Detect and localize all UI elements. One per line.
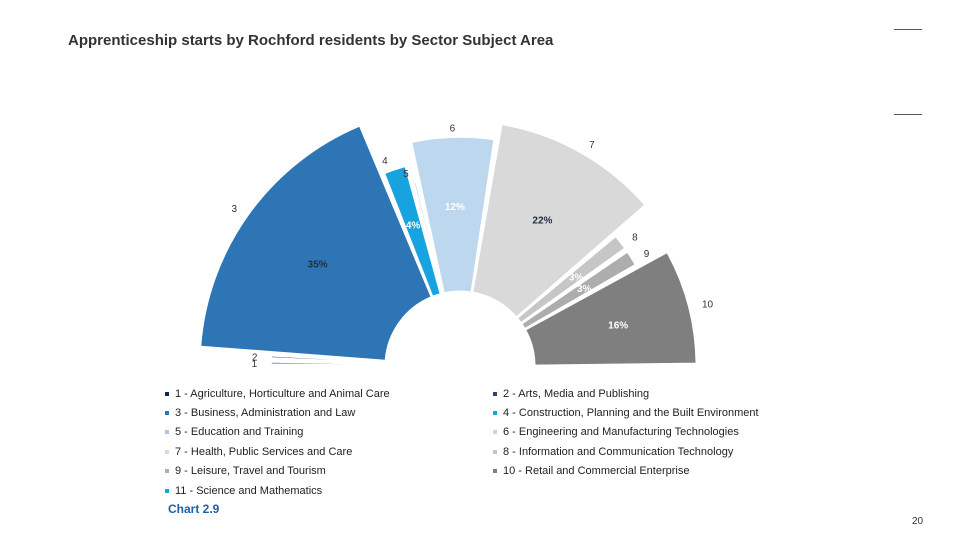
data-label-8: 3% xyxy=(569,272,584,283)
header-divider-top xyxy=(894,29,922,30)
chart-caption: Chart 2.9 xyxy=(168,502,220,516)
slice-4 xyxy=(384,165,441,297)
legend-label: 11 - Science and Mathematics xyxy=(175,484,323,497)
page-number: 20 xyxy=(912,516,924,527)
legend-swatch xyxy=(493,391,497,396)
legend-item-4: 4 - Construction, Planning and the Built… xyxy=(493,405,793,420)
legend-swatch xyxy=(165,411,169,416)
data-label-4: 4% xyxy=(406,221,421,232)
legend-swatch xyxy=(493,469,497,474)
slice-7 xyxy=(472,124,646,318)
legend-label: 2 - Arts, Media and Publishing xyxy=(503,387,650,400)
legend-swatch xyxy=(165,430,169,435)
category-label-5: 5 xyxy=(403,169,409,180)
legend-label: 8 - Information and Communication Techno… xyxy=(503,445,734,458)
header-divider-bottom xyxy=(894,114,922,115)
legend-swatch xyxy=(165,449,169,454)
data-label-10: 16% xyxy=(608,321,628,332)
slice-6 xyxy=(411,136,495,294)
legend-item-10: 10 - Retail and Commercial Enterprise xyxy=(493,464,793,479)
category-label-10: 10 xyxy=(702,300,714,311)
category-label-8: 8 xyxy=(632,232,638,243)
data-label-7: 22% xyxy=(532,216,552,227)
legend-swatch xyxy=(493,430,497,435)
slice-10 xyxy=(525,251,697,366)
category-label-2: 2 xyxy=(252,352,258,363)
legend-label: 1 - Agriculture, Horticulture and Animal… xyxy=(175,387,390,400)
page-title: Apprenticeship starts by Rochford reside… xyxy=(68,32,554,49)
slice-2 xyxy=(270,355,386,364)
slice-5 xyxy=(413,181,444,294)
legend-label: 5 - Education and Training xyxy=(175,426,304,439)
legend-label: 4 - Construction, Planning and the Built… xyxy=(503,407,759,420)
legend-item-5: 5 - Education and Training xyxy=(165,425,493,440)
legend-item-8: 8 - Information and Communication Techno… xyxy=(493,444,793,459)
category-label-4: 4 xyxy=(382,156,388,167)
slice-1 xyxy=(270,361,386,366)
data-label-3: 35% xyxy=(308,259,328,270)
legend-item-2: 2 - Arts, Media and Publishing xyxy=(493,386,793,401)
legend-label: 7 - Health, Public Services and Care xyxy=(175,445,353,458)
legend-swatch xyxy=(493,449,497,454)
legend-label: 10 - Retail and Commercial Enterprise xyxy=(503,465,690,478)
legend-swatch xyxy=(165,391,169,396)
legend-label: 6 - Engineering and Manufacturing Techno… xyxy=(503,426,739,439)
legend-item-7: 7 - Health, Public Services and Care xyxy=(165,444,493,459)
category-label-7: 7 xyxy=(589,140,595,151)
data-label-9: 3% xyxy=(577,284,592,295)
legend-label: 9 - Leisure, Travel and Tourism xyxy=(175,465,326,478)
slice-9 xyxy=(521,251,636,330)
legend-swatch xyxy=(493,411,497,416)
legend-swatch xyxy=(165,469,169,474)
legend-swatch xyxy=(165,488,169,493)
category-label-9: 9 xyxy=(644,249,650,260)
slice-3 xyxy=(200,125,432,361)
category-label-3: 3 xyxy=(231,204,237,215)
legend-item-11: 11 - Science and Mathematics xyxy=(165,483,493,498)
chart-legend: 1 - Agriculture, Horticulture and Animal… xyxy=(165,386,805,498)
slice-8 xyxy=(516,236,626,324)
legend-item-1: 1 - Agriculture, Horticulture and Animal… xyxy=(165,386,493,401)
category-label-6: 6 xyxy=(450,123,456,134)
legend-item-6: 6 - Engineering and Manufacturing Techno… xyxy=(493,425,793,440)
category-label-1: 1 xyxy=(252,359,258,370)
legend-item-3: 3 - Business, Administration and Law xyxy=(165,405,493,420)
data-label-6: 12% xyxy=(445,202,465,213)
legend-item-9: 9 - Leisure, Travel and Tourism xyxy=(165,464,493,479)
legend-label: 3 - Business, Administration and Law xyxy=(175,407,356,420)
